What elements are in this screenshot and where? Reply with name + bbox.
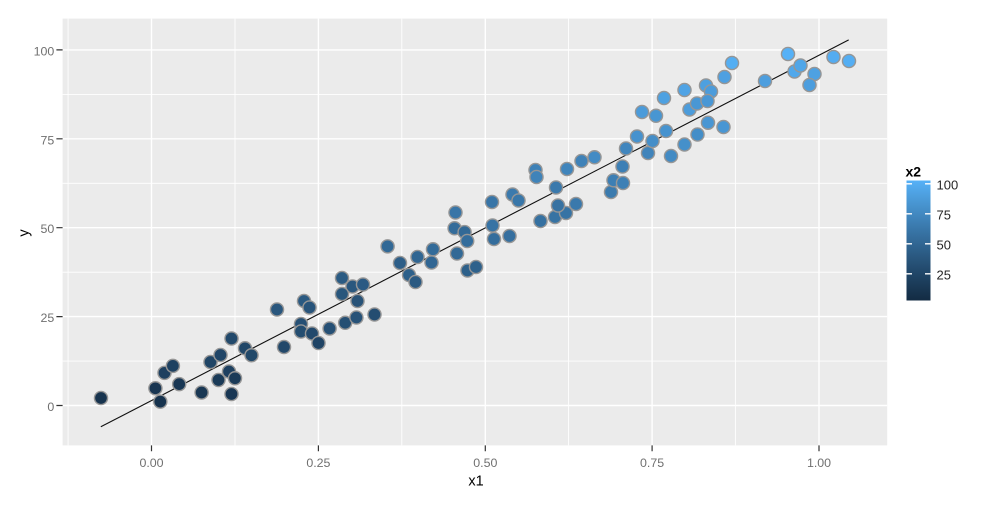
svg-text:1.00: 1.00 — [807, 456, 831, 470]
svg-text:50: 50 — [937, 237, 951, 252]
svg-text:25: 25 — [41, 311, 55, 325]
svg-text:y: y — [16, 229, 32, 237]
svg-text:50: 50 — [41, 222, 55, 236]
svg-text:100: 100 — [937, 177, 959, 192]
svg-text:25: 25 — [937, 267, 951, 282]
svg-text:x2: x2 — [906, 164, 922, 180]
svg-text:0.50: 0.50 — [473, 456, 497, 470]
svg-text:0: 0 — [47, 400, 54, 414]
svg-text:0.25: 0.25 — [306, 456, 330, 470]
svg-text:75: 75 — [41, 133, 55, 147]
svg-text:75: 75 — [937, 207, 951, 222]
svg-text:100: 100 — [34, 44, 55, 58]
svg-text:x1: x1 — [468, 474, 483, 490]
svg-text:0.75: 0.75 — [640, 456, 664, 470]
svg-text:0.00: 0.00 — [139, 456, 163, 470]
